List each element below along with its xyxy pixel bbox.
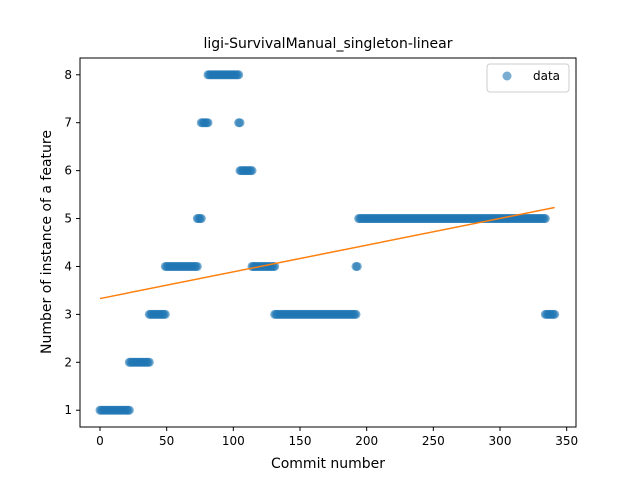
plot-area [95,70,560,415]
data-point [160,309,170,319]
y-tick-label: 7 [64,116,72,130]
data-point [247,166,257,176]
y-tick-label: 3 [64,307,72,321]
data-point [144,357,154,367]
legend-box [486,63,570,93]
data-point [235,118,245,128]
y-tick-label: 1 [64,403,72,417]
legend-marker-data [502,71,512,81]
x-tick-label: 350 [555,434,578,448]
legend: data [486,63,570,93]
x-tick-label: 300 [489,434,512,448]
data-point [352,261,362,271]
data-point [351,309,361,319]
data-point [550,309,560,319]
x-tick-label: 0 [96,434,104,448]
x-tick-label: 150 [289,434,312,448]
x-tick-label: 250 [422,434,445,448]
axes-frame [79,57,577,428]
x-tick-label: 50 [159,434,174,448]
x-tick-label: 200 [355,434,378,448]
ticks: 0 50 100 150 200 250 300 350 1 2 3 4 5 6 7 8 [64,68,578,448]
y-tick-label: 6 [64,164,72,178]
y-tick-label: 8 [64,68,72,82]
y-tick-label: 2 [64,355,72,369]
legend-label-data: data [533,69,560,83]
x-axis-label: Commit number [271,456,385,472]
fit-line [99,206,555,300]
y-tick-label: 4 [64,259,72,273]
data-point [196,214,206,224]
chart-title: ligi-SurvivalManual_singleton-linear [204,36,453,52]
x-tick-label: 100 [222,434,245,448]
y-axis-label: Number of instance of a feature [39,130,55,354]
y-tick-label: 5 [64,212,72,226]
data-point [234,70,244,80]
data-point [540,214,550,224]
data-point [192,261,202,271]
data-point [203,118,213,128]
data-point [124,405,134,415]
